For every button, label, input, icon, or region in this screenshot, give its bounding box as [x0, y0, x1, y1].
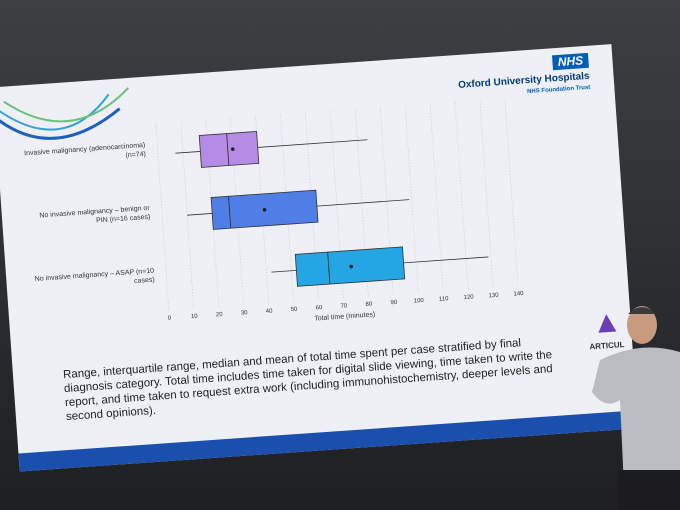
- side-logo-mark: [598, 314, 617, 333]
- decor-arc: [3, 87, 129, 123]
- x-tick-label: 140: [513, 291, 524, 298]
- x-tick-label: 100: [414, 298, 425, 305]
- x-tick-label: 130: [488, 293, 499, 300]
- x-tick-label: 50: [291, 307, 299, 313]
- whisker-high: [403, 256, 489, 264]
- grid-line: [479, 100, 494, 289]
- x-tick-label: 0: [168, 316, 172, 322]
- x-tick-label: 120: [463, 294, 474, 301]
- box: [198, 131, 260, 168]
- presenter: [592, 306, 680, 510]
- x-tick-label: 20: [216, 312, 224, 318]
- grid-line: [155, 123, 170, 311]
- whisker-high: [257, 139, 368, 148]
- mean: [349, 264, 354, 269]
- slide-footer-band: [18, 410, 639, 472]
- mean: [262, 207, 267, 212]
- x-tick-label: 90: [390, 300, 398, 306]
- median: [327, 252, 331, 285]
- whisker-low: [187, 213, 213, 216]
- whisker-high: [316, 199, 410, 207]
- x-tick-label: 10: [191, 314, 199, 320]
- decor-arc: [0, 93, 110, 131]
- x-tick-label: 80: [365, 301, 373, 307]
- nhs-logo: NHS: [557, 53, 583, 69]
- x-axis-title: Total time (minutes): [314, 311, 375, 322]
- whisker-low: [175, 151, 201, 154]
- x-tick-label: 110: [439, 296, 450, 303]
- nhs-logo-box: [551, 52, 589, 71]
- median: [228, 196, 232, 229]
- x-tick-label: 40: [266, 308, 274, 314]
- whisker-low: [271, 269, 297, 273]
- median: [226, 133, 230, 166]
- x-tick-label: 30: [241, 310, 249, 316]
- x-tick-label: 70: [340, 303, 348, 309]
- chart: 0 10 20 30 40 50 60 70 80 90 100 110 120 130 140 Total …: [24, 98, 524, 323]
- slide: NHS Oxford University Hospitals NHS Foun…: [0, 44, 639, 472]
- side-logo: ARTICUL: [589, 340, 625, 351]
- decor-arc: [0, 107, 121, 140]
- x-tick-label: 60: [316, 305, 324, 311]
- trust: NHS Foundation Trust: [527, 85, 591, 95]
- mean: [230, 147, 235, 151]
- grid-line: [504, 98, 519, 287]
